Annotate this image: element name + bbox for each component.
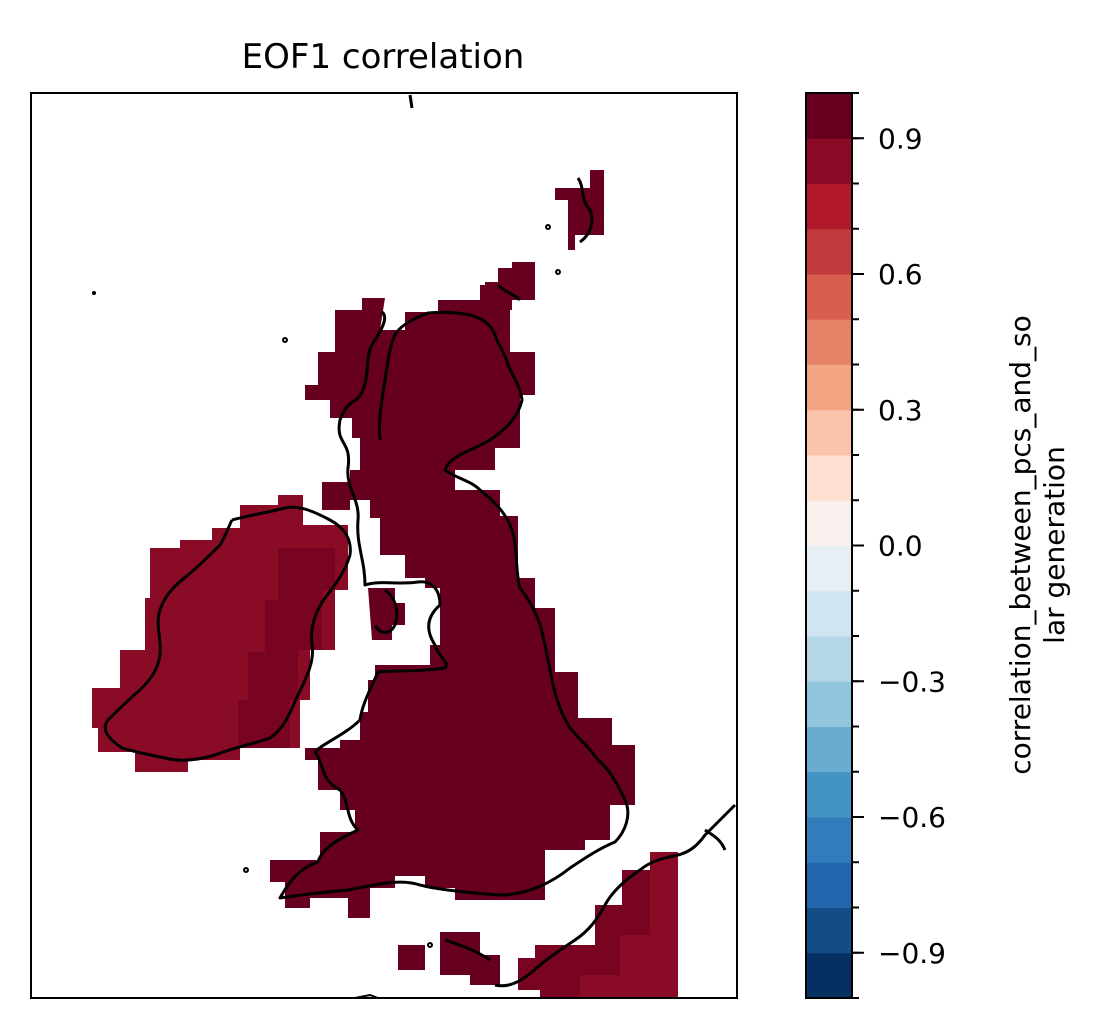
colorbar-band [806, 93, 852, 139]
france-correlation-field [518, 852, 678, 998]
colorbar-band [806, 274, 852, 320]
colorbar-tick-label: −0.6 [878, 801, 946, 834]
colorbar-tick-label: 0.9 [878, 122, 923, 155]
colorbar-tick-label: 0.0 [878, 530, 923, 563]
colorbar-band [806, 771, 852, 818]
colorbar-tick-label: 0.6 [878, 258, 923, 291]
ireland-east-cells [238, 548, 335, 748]
colorbar-band [806, 500, 852, 546]
colorbar-tick-label: −0.9 [878, 937, 946, 970]
colorbar-band [806, 228, 852, 275]
britain-correlation-field [270, 170, 635, 985]
colorbar-tick-label: −0.3 [878, 665, 946, 698]
colorbar-band [806, 726, 852, 773]
coastlines [103, 94, 737, 988]
colorbar-band [806, 183, 852, 230]
colorbar-bands [806, 93, 852, 999]
colorbar-band [806, 862, 852, 908]
colorbar-band [806, 636, 852, 682]
colorbar-band [806, 319, 852, 365]
colorbar: 0.9 0.6 0.3 0.0 −0.3 −0.6 −0.9 correlation_bet… [805, 92, 1071, 999]
colorbar-band [806, 590, 852, 637]
colorbar-band [806, 681, 852, 727]
colorbar-band [806, 409, 852, 456]
colorbar-tick-label: 0.3 [878, 394, 923, 427]
colorbar-band [806, 907, 852, 954]
colorbar-band [806, 545, 852, 592]
colorbar-ticks: 0.9 0.6 0.3 0.0 −0.3 −0.6 −0.9 [852, 122, 946, 970]
colorbar-band [806, 138, 852, 184]
colorbar-band [806, 817, 852, 863]
colorbar-label-line2: lar generation [1038, 446, 1071, 644]
colorbar-band [806, 455, 852, 501]
colorbar-minor-ticks [852, 92, 859, 999]
colorbar-label: correlation_between_pcs_and_so lar gener… [1004, 315, 1071, 774]
colorbar-label-line1: correlation_between_pcs_and_so [1004, 315, 1037, 774]
map-title: EOF1 correlation [242, 37, 525, 77]
colorbar-band [806, 364, 852, 411]
colorbar-band [806, 952, 852, 999]
map-frame [30, 92, 738, 999]
map-panel [30, 92, 738, 999]
